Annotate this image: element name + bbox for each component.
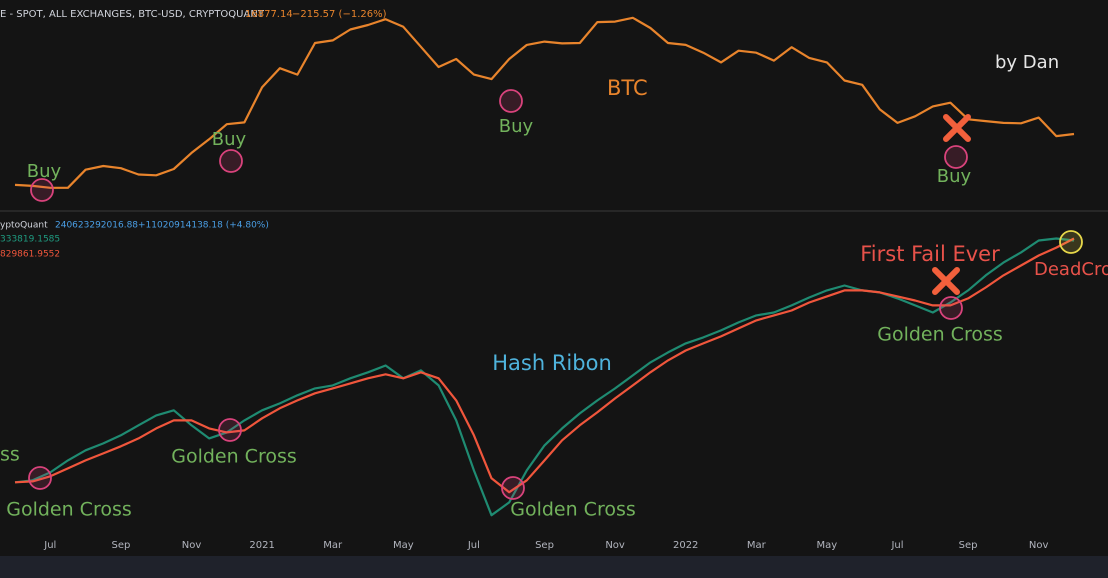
x-tick-label: Sep: [535, 540, 554, 551]
annotation-text: BTC: [607, 76, 648, 100]
highlight-circle: [28, 466, 52, 490]
annotation-text: E - SPOT, ALL EXCHANGES, BTC-USD, CRYPTO…: [0, 9, 265, 20]
annotation-text: First Fail Ever: [860, 242, 1000, 266]
x-tick-label: 2021: [249, 540, 274, 551]
marks: [14, 16, 1075, 517]
x-tick-label: Nov: [605, 540, 625, 551]
highlight-circle: [939, 296, 963, 320]
annotations: Jul Sep Nov 2021 Mar May Jul Sep Nov 2022 Mar May Ju…: [0, 9, 1108, 551]
highlight-circle: [218, 418, 242, 442]
highlight-circle: [501, 476, 525, 500]
fail-cross: [932, 267, 960, 295]
annotation-text: +11020914138.18 (+4.80%): [138, 221, 269, 231]
x-tick-label: Nov: [1029, 540, 1049, 551]
annotation-text: Buy: [937, 166, 972, 187]
highlight-circle: [30, 178, 54, 202]
fail-cross: [943, 114, 971, 142]
x-tick-label: May: [393, 540, 414, 551]
annotation-text: Buy: [27, 161, 62, 182]
annotation-text: Hash Ribon: [492, 351, 612, 375]
x-tick-label: Jul: [467, 540, 480, 551]
highlight-circle: [944, 145, 968, 169]
series-line: [14, 237, 1075, 517]
annotation-text: yptoQuant: [0, 221, 48, 231]
series-line: [14, 237, 1075, 494]
x-tick-label: Mar: [747, 540, 767, 551]
highlight-circle: [499, 89, 523, 113]
highlight-circle: [1059, 230, 1083, 254]
annotation-text: DeadCro: [1034, 259, 1108, 280]
annotation-text: Buy: [212, 129, 247, 150]
bottom-strip: [0, 556, 1108, 578]
annotation-text: Buy: [499, 116, 534, 137]
x-tick-label: Jul: [890, 540, 903, 551]
highlight-circle: [219, 149, 243, 173]
x-tick-label: Sep: [959, 540, 978, 551]
x-tick-label: 2022: [673, 540, 698, 551]
annotation-text: Golden Cross: [171, 446, 297, 468]
annotation-text: 16877.14: [245, 9, 293, 20]
annotation-text: Golden Cross: [510, 499, 636, 521]
series-line: [14, 16, 1075, 189]
annotation-text: Golden Cross: [877, 324, 1003, 346]
annotation-text: ss: [0, 444, 20, 466]
x-tick-label: Mar: [323, 540, 343, 551]
annotation-text: 333819.1585: [0, 235, 60, 245]
annotation-text: 240623292016.88: [55, 221, 138, 231]
annotation-text: Golden Cross: [6, 499, 132, 521]
annotation-text: −215.57 (−1.26%): [292, 9, 387, 20]
x-tick-label: Nov: [182, 540, 202, 551]
annotation-text: 829861.9552: [0, 250, 60, 260]
x-tick-label: Sep: [111, 540, 130, 551]
x-tick-label: Jul: [43, 540, 56, 551]
annotation-text: by Dan: [995, 52, 1059, 73]
x-tick-label: May: [817, 540, 838, 551]
